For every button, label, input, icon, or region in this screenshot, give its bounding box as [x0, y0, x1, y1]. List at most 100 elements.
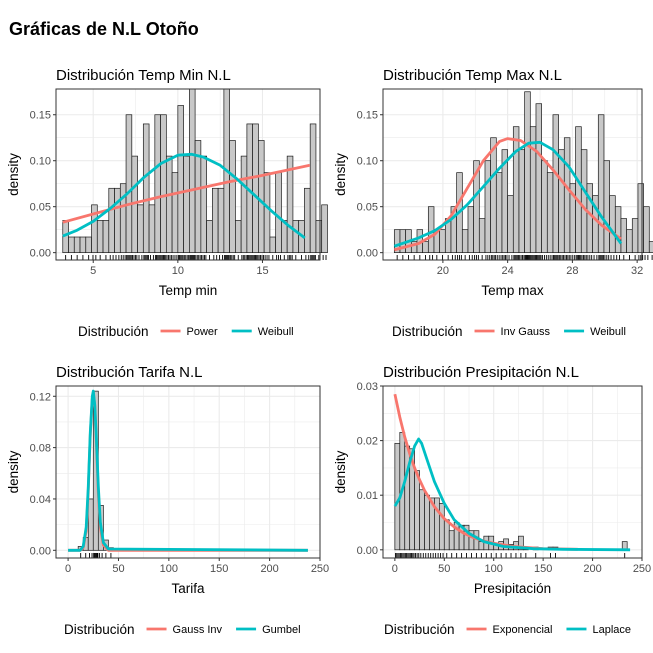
histogram-bar	[229, 140, 236, 253]
legend-title: Distribución	[384, 622, 455, 637]
legend: Distribución Inv Gauss Weibull	[392, 324, 626, 339]
histogram-bar	[518, 149, 525, 253]
panel-title: Distribución Temp Min N.L	[56, 67, 231, 84]
histogram-bar	[614, 206, 622, 253]
y-axis-label: density	[6, 450, 21, 493]
y-tick-label: 0.00	[30, 248, 51, 260]
y-tick-label: 0.02	[357, 436, 378, 448]
histogram-bar	[597, 114, 605, 253]
x-tick-label: 24	[502, 265, 514, 277]
histogram-bar	[438, 503, 445, 551]
histogram-bar	[467, 206, 475, 253]
histogram-bar	[269, 236, 277, 253]
y-axis-label: density	[333, 153, 348, 196]
histogram-bar	[217, 187, 225, 253]
x-tick-label: 150	[210, 563, 228, 575]
legend-label: Gumbel	[262, 624, 301, 636]
x-tick-label: 100	[160, 563, 178, 575]
histogram-bar	[603, 160, 610, 253]
x-tick-label: 0	[392, 563, 398, 575]
histogram-bar	[563, 137, 571, 253]
x-axis-label: Temp min	[159, 283, 218, 298]
histogram-bar	[580, 149, 588, 253]
histogram-bar	[160, 114, 167, 253]
histogram-bar	[154, 114, 161, 253]
y-tick-label: 0.01	[357, 490, 378, 502]
histogram-bar	[495, 172, 503, 253]
x-tick-label: 10	[172, 265, 184, 277]
y-tick-label: 0.04	[30, 494, 51, 506]
x-tick-label: 200	[260, 563, 278, 575]
histogram-bar	[183, 155, 190, 253]
legend-label: Weibull	[258, 326, 294, 338]
histogram-bar	[546, 172, 554, 253]
series-line-gumbel	[68, 389, 308, 552]
histogram-bar	[292, 220, 300, 253]
panel-border	[55, 385, 321, 559]
histogram-bar	[558, 149, 565, 253]
histogram-bar	[171, 172, 179, 253]
y-tick-label: 0.12	[30, 391, 51, 403]
rug-marks	[395, 553, 626, 558]
panel-title: Distribución Temp Max N.L	[383, 67, 562, 84]
histogram-bar	[114, 187, 121, 253]
y-tick-label: 0.00	[357, 248, 378, 260]
histogram-bar	[286, 155, 294, 253]
panel-border	[382, 385, 643, 559]
x-tick-label: 250	[633, 563, 651, 575]
legend: Distribución Gauss Inv Gumbel	[64, 622, 301, 637]
x-tick-label: 50	[112, 563, 124, 575]
panel-border	[382, 88, 643, 261]
histogram-bar	[315, 220, 323, 253]
histogram-bar	[552, 114, 559, 253]
panel-2: Distribución Temp Max N.L 20 24 28 32 0.00 0.0…	[333, 67, 653, 339]
histogram-bar	[252, 123, 259, 253]
histogram-bar	[125, 114, 133, 253]
histogram-bar	[148, 204, 156, 253]
histogram-bar	[507, 195, 514, 253]
histogram-bar	[541, 160, 548, 253]
legend-label: Laplace	[592, 624, 631, 636]
histogram-bar	[626, 229, 633, 253]
histogram-bar	[419, 489, 425, 551]
y-tick-label: 0.03	[357, 381, 378, 393]
histogram-bar	[263, 172, 271, 253]
histogram-bar	[575, 126, 582, 253]
x-tick-label: 28	[566, 265, 578, 277]
histogram-bar	[473, 160, 480, 253]
histogram-bar	[643, 206, 650, 253]
histogram-bar	[240, 155, 248, 253]
legend: Distribución Exponencial Laplace	[384, 622, 631, 637]
series-line-laplace	[393, 437, 631, 552]
histogram-bar	[424, 494, 430, 551]
x-axis-label: Temp max	[481, 283, 544, 298]
histogram-bar	[275, 172, 282, 253]
histogram-bar	[137, 204, 144, 253]
histogram-bar	[478, 541, 485, 551]
histogram-bar	[512, 126, 520, 253]
y-axis-label: density	[333, 450, 348, 493]
panel-1: Distribución Temp Min N.L 5 10 15 0.00 0.05 0.…	[6, 67, 328, 339]
legend-label: Weibull	[590, 326, 626, 338]
histogram-bar	[529, 126, 537, 253]
rug-marks	[80, 553, 112, 558]
histogram-bar	[535, 103, 542, 253]
x-tick-label: 150	[534, 563, 552, 575]
y-axis-label: density	[6, 153, 21, 196]
x-tick-label: 32	[631, 265, 643, 277]
rug-marks	[396, 255, 653, 260]
histogram-bar	[443, 519, 450, 551]
legend-label: Exponencial	[493, 624, 553, 636]
histogram-bar	[309, 123, 317, 253]
histogram-bar	[85, 236, 92, 253]
series-line-weibull	[62, 152, 306, 240]
histogram-bar	[490, 137, 497, 253]
histogram-bar	[518, 535, 524, 551]
y-tick-label: 0.00	[357, 545, 378, 557]
x-tick-label: 100	[485, 563, 503, 575]
histogram-bar	[321, 204, 328, 253]
y-tick-label: 0.00	[30, 545, 51, 557]
legend-label: Inv Gauss	[501, 326, 551, 338]
histogram-bar	[648, 241, 653, 253]
